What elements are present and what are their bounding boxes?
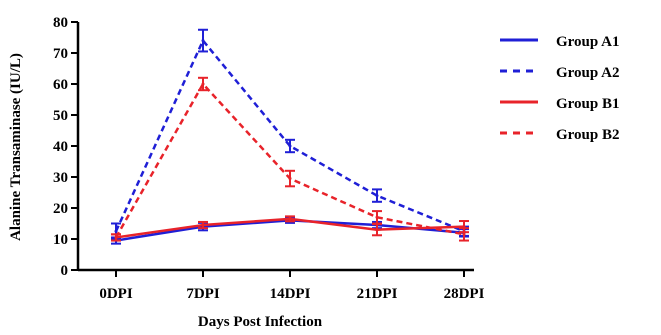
y-tick-label: 40 [53, 139, 68, 155]
data-point [114, 235, 118, 239]
legend-label: Group B1 [556, 96, 620, 112]
y-tick-label: 60 [53, 77, 68, 93]
data-point [288, 177, 292, 181]
y-axis-label: Alanine Transaminase (IU/L) [8, 53, 24, 241]
chart-series [111, 28, 469, 245]
data-point [375, 215, 379, 219]
y-tick-label: 20 [53, 201, 68, 217]
x-tick-label: 21DPI [357, 286, 398, 302]
x-axis-label: Days Post Infection [198, 314, 323, 330]
chart-axes: 0 10 20 30 40 50 60 70 80 0DPI 7DPI 14DPI 21DPI 28DPI [53, 15, 485, 302]
legend-label: Group B2 [556, 127, 620, 143]
legend-item: Group A1 [500, 34, 620, 50]
legend-item: Group A2 [500, 65, 620, 81]
x-tick-label: 14DPI [270, 286, 311, 302]
legend-label: Group A1 [556, 34, 620, 50]
data-point [288, 217, 292, 221]
legend-item: Group B2 [500, 127, 620, 143]
y-tick-label: 30 [53, 170, 68, 186]
legend-item: Group B1 [500, 96, 620, 112]
data-point [462, 232, 466, 236]
y-tick-label: 10 [53, 232, 68, 248]
series-line [114, 39, 465, 233]
series-group-b1 [111, 215, 469, 242]
data-point [375, 194, 379, 198]
data-point [201, 82, 205, 86]
y-tick-label: 50 [53, 108, 68, 124]
data-point [288, 144, 292, 148]
data-point [375, 228, 379, 232]
y-tick-label: 80 [53, 15, 68, 31]
y-tick-label: 70 [53, 46, 68, 62]
data-point [201, 223, 205, 227]
series-group-a2 [111, 28, 469, 240]
series-group-b2 [111, 76, 469, 242]
data-point [114, 229, 118, 233]
x-tick-label: 28DPI [444, 286, 485, 302]
legend-label: Group A2 [556, 65, 620, 81]
y-tick-label: 0 [61, 263, 69, 279]
series-line [114, 82, 465, 239]
chart-legend: Group A1 Group A2 Group B1 Group B2 [500, 34, 620, 143]
data-point [201, 39, 205, 43]
x-tick-label: 0DPI [99, 286, 132, 302]
x-tick-label: 7DPI [186, 286, 219, 302]
